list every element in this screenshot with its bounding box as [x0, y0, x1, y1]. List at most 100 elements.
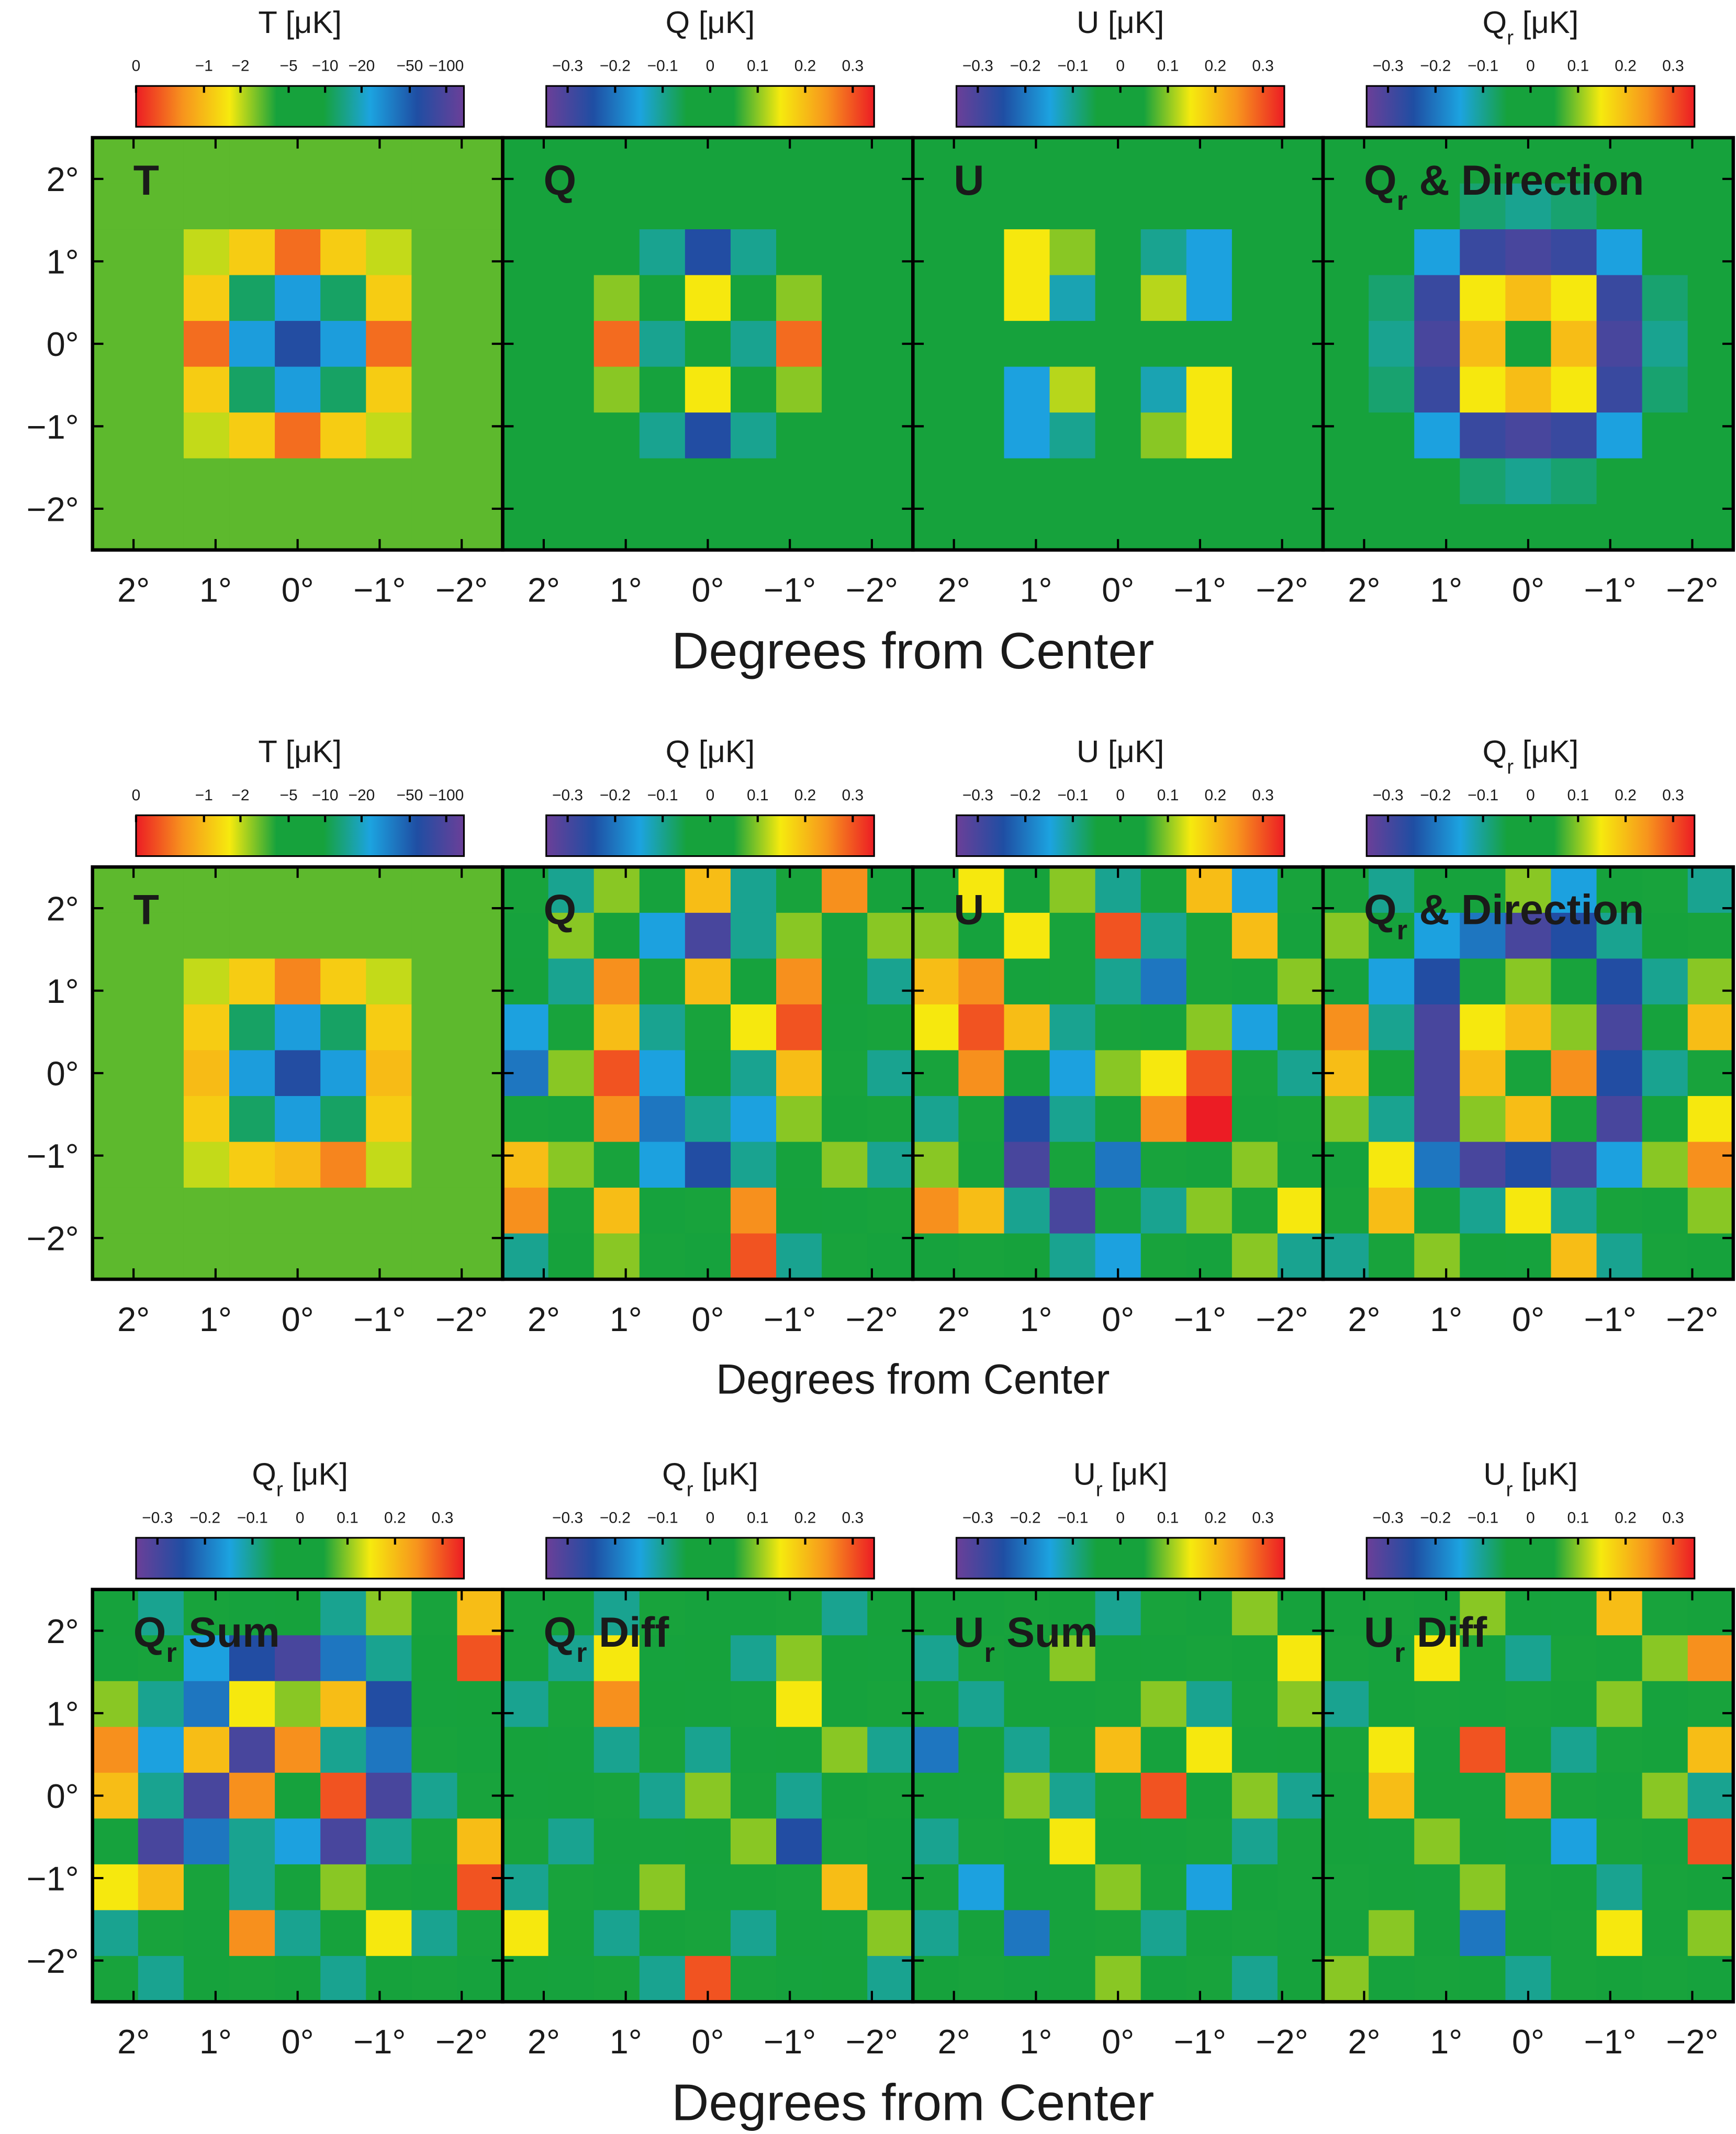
heatmap-cell [913, 1956, 959, 2003]
heatmap-cell [229, 183, 276, 230]
heatmap-cell [1596, 1187, 1643, 1234]
heatmap-cell [913, 1681, 959, 1728]
heatmap-cell [776, 229, 823, 276]
heatmap-cell [183, 229, 230, 276]
heatmap-cell [639, 183, 686, 230]
heatmap-cell [229, 1635, 276, 1682]
heatmap-cell [958, 183, 1005, 230]
x-tick-label: −1° [1174, 1300, 1226, 1338]
heatmap-cell [1277, 1864, 1324, 1911]
heatmap-cell [138, 1187, 184, 1234]
heatmap-cell [913, 1818, 959, 1865]
heatmap-cell [593, 1096, 640, 1143]
heatmap-cell [776, 183, 823, 230]
heatmap-cell [1004, 1864, 1050, 1911]
heatmap-cell [1414, 275, 1461, 322]
heatmap-cell [639, 321, 686, 367]
heatmap-cell [366, 867, 412, 913]
heatmap-cell [593, 1681, 640, 1728]
heatmap-cell [730, 958, 777, 1005]
heatmap-cell [275, 1727, 321, 1773]
heatmap-cell [639, 1681, 686, 1728]
x-tick-label: 0° [1102, 571, 1134, 609]
heatmap-cell [320, 1050, 367, 1097]
heatmap-cell [1277, 1187, 1324, 1234]
heatmap-cell [1140, 1772, 1187, 1819]
panel-label: Qr Diff [544, 1609, 669, 1668]
heatmap-cell [457, 912, 503, 959]
heatmap-cell [1551, 1142, 1597, 1189]
heatmap-cell [1140, 1956, 1187, 2003]
heatmap-cell [138, 958, 184, 1005]
heatmap-cell [1369, 912, 1415, 959]
colorbar-tick-label: 0 [1526, 787, 1535, 804]
x-tick-label: 2° [1348, 2023, 1380, 2061]
heatmap-cell [639, 1187, 686, 1234]
heatmap-cell [1642, 458, 1688, 505]
heatmap-cell [1687, 1910, 1734, 1957]
y-tick-label: 2° [47, 1612, 79, 1650]
heatmap-cell [138, 1772, 184, 1819]
heatmap-cell [867, 1233, 914, 1280]
x-tick-label: 0° [1512, 571, 1544, 609]
heatmap-cell [1687, 1187, 1734, 1234]
heatmap-cell [1551, 321, 1597, 367]
heatmap-cell [1596, 458, 1643, 505]
y-tick-label: 1° [47, 243, 79, 281]
x-tick-label: −2° [1666, 1300, 1718, 1338]
heatmap-cell [1505, 183, 1552, 230]
heatmap-cell [593, 1187, 640, 1234]
heatmap-cell [183, 867, 230, 913]
heatmap-cell [1004, 504, 1050, 551]
x-tick-label: −2° [435, 571, 488, 609]
x-tick-label: 0° [1512, 1300, 1544, 1338]
heatmap-cell [958, 1233, 1005, 1280]
heatmap-cell [1642, 412, 1688, 459]
colorbar-title-part: [μK] [1514, 5, 1578, 40]
heatmap-cell [411, 867, 458, 913]
heatmap-cell [1369, 1589, 1415, 1636]
heatmap-cell [822, 138, 868, 184]
heatmap-cell [411, 1910, 458, 1957]
heatmap-cell [1369, 412, 1415, 459]
x-tick-label: −1° [1584, 1300, 1637, 1338]
heatmap-cell [1414, 458, 1461, 505]
heatmap-cell [822, 275, 868, 322]
heatmap-cell [1505, 366, 1552, 414]
heatmap-cell [958, 412, 1005, 459]
heatmap-cell [730, 458, 777, 505]
heatmap-cell [822, 458, 868, 505]
heatmap-cell [1049, 412, 1096, 459]
heatmap-cell [822, 1635, 868, 1682]
heatmap-cell [1687, 1864, 1734, 1911]
heatmap-cell [1004, 1004, 1050, 1051]
heatmap-cell [1369, 1635, 1415, 1682]
colorbar-tick-label: −100 [429, 787, 464, 804]
heatmap-cell [822, 912, 868, 959]
x-tick-label: 0° [691, 2023, 724, 2061]
heatmap-cell [1596, 366, 1643, 414]
heatmap-cell [1095, 1096, 1141, 1143]
heatmap-cell [1460, 412, 1506, 459]
colorbar-title-part: U [1073, 1457, 1096, 1492]
heatmap-cell [639, 912, 686, 959]
panel-label-part: Q [544, 887, 577, 934]
heatmap-cell [730, 1233, 777, 1280]
colorbar-frame [135, 85, 465, 128]
y-tick-label: 2° [47, 890, 79, 928]
colorbar-tick-label: 0.1 [1567, 58, 1589, 75]
heatmap-cell [366, 1635, 412, 1682]
colorbar-tick-label: −1 [195, 58, 213, 75]
heatmap-cell [1505, 1727, 1552, 1773]
heatmap-cell [639, 1910, 686, 1957]
heatmap-cell [1596, 958, 1643, 1005]
heatmap-cell [1231, 504, 1278, 551]
heatmap-cell [1140, 504, 1187, 551]
heatmap-cell [1414, 1589, 1461, 1636]
heatmap-cell [502, 867, 549, 913]
heatmap-cell [1186, 1864, 1233, 1911]
heatmap-cell [366, 504, 412, 551]
heatmap-cell [548, 867, 595, 913]
heatmap-cell [183, 138, 230, 184]
heatmap-cell [502, 1589, 549, 1636]
